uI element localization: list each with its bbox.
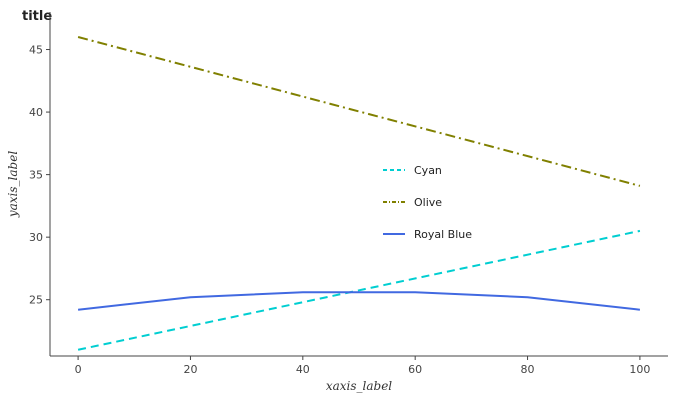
x-axis-label: xaxis_label [326,379,392,393]
legend-label: Cyan [414,164,442,177]
series-line-olive [77,36,641,187]
series-layer [77,36,641,351]
legend: Cyan Olive Royal Blue [383,164,472,241]
legend-label: Olive [414,196,442,209]
x-tick-label: 0 [75,363,82,376]
x-tick-label: 80 [521,363,535,376]
chart-title: title [22,9,52,24]
series-line-royal-blue [77,291,641,311]
series-line-cyan [77,229,641,351]
y-tick-label: 45 [29,44,43,57]
x-tick-label: 20 [183,363,197,376]
y-tick-label: 35 [29,169,43,182]
y-axis-label: yaxis_label [6,151,20,218]
x-tick-label: 40 [296,363,310,376]
x-tick-label: 100 [629,363,650,376]
y-tick-label: 40 [29,106,43,119]
y-tick-label: 25 [29,294,43,307]
y-tick-label: 30 [29,231,43,244]
axes: 0 20 40 60 80 100 25 30 35 40 45 [29,12,668,376]
x-tick-label: 60 [408,363,422,376]
legend-label: Royal Blue [414,228,472,241]
